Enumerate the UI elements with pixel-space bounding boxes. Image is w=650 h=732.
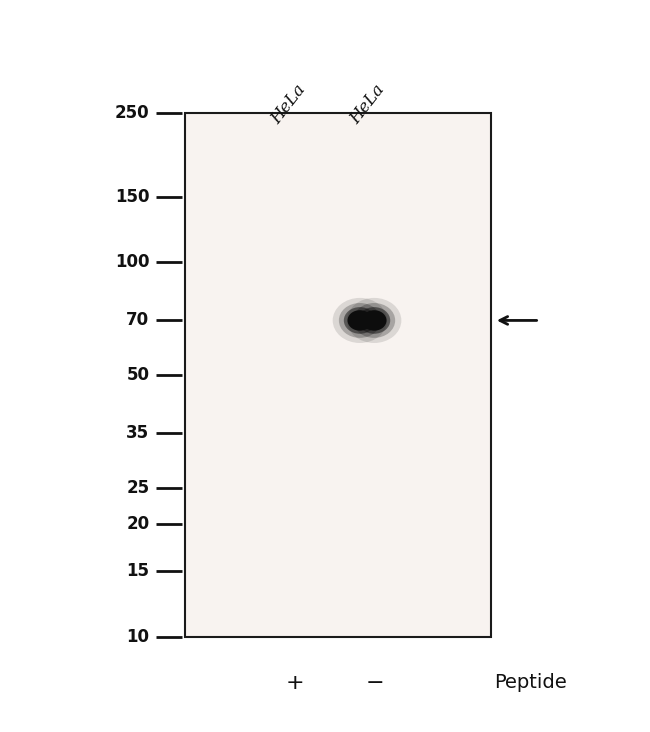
- Text: 150: 150: [115, 187, 150, 206]
- Text: −: −: [365, 673, 384, 693]
- Ellipse shape: [339, 303, 381, 338]
- Text: 35: 35: [126, 424, 150, 442]
- Ellipse shape: [344, 307, 376, 334]
- Text: 50: 50: [127, 366, 150, 384]
- Text: 15: 15: [127, 562, 150, 580]
- Ellipse shape: [362, 310, 387, 331]
- Text: HeLa: HeLa: [268, 81, 309, 127]
- Ellipse shape: [347, 298, 401, 343]
- Text: 70: 70: [126, 311, 150, 329]
- Text: 25: 25: [126, 479, 150, 497]
- Ellipse shape: [348, 310, 372, 331]
- Ellipse shape: [333, 298, 387, 343]
- Text: HeLa: HeLa: [347, 81, 389, 127]
- Text: 250: 250: [115, 105, 150, 122]
- Text: Peptide: Peptide: [494, 673, 567, 692]
- Bar: [185, 113, 491, 637]
- Text: 10: 10: [127, 628, 150, 646]
- Ellipse shape: [353, 303, 395, 338]
- Ellipse shape: [358, 307, 390, 334]
- Text: 20: 20: [126, 515, 150, 533]
- Text: +: +: [286, 673, 305, 693]
- Text: 100: 100: [115, 253, 150, 272]
